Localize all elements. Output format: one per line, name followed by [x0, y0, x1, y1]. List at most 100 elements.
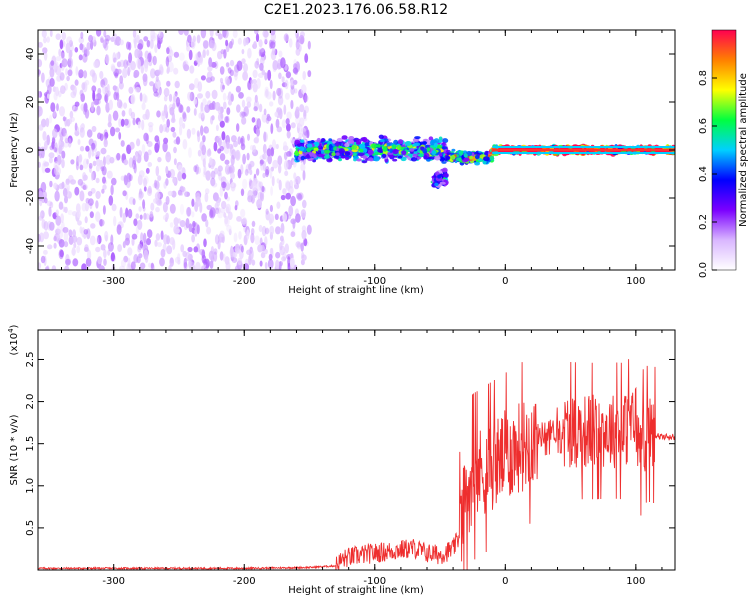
heatmap-cell	[283, 160, 289, 171]
heatmap-cell	[254, 60, 260, 69]
heatmap-cell	[299, 139, 305, 143]
heatmap-cell	[87, 249, 92, 261]
heatmap-cell	[186, 44, 190, 52]
heatmap-cell	[434, 155, 441, 161]
heatmap-cell	[213, 248, 218, 255]
heatmap-cell	[252, 82, 258, 93]
heatmap-cell	[166, 118, 170, 128]
heatmap-cell	[68, 43, 74, 52]
heatmap-cell	[83, 174, 88, 181]
heatmap-cell	[271, 47, 276, 56]
heatmap-cell	[276, 201, 281, 209]
heatmap-cell	[41, 148, 45, 159]
heatmap-cells	[38, 30, 675, 270]
heatmap-cell	[300, 209, 307, 219]
heatmap-cell	[166, 80, 171, 87]
heatmap-cell	[140, 65, 144, 74]
heatmap-cell	[260, 244, 265, 253]
heatmap-cell	[277, 155, 283, 166]
heatmap-cell	[105, 154, 112, 165]
heatmap-cell	[95, 165, 100, 172]
heatmap-cell	[278, 261, 282, 270]
heatmap-cell	[217, 135, 222, 142]
heatmap-cell	[116, 99, 123, 109]
heatmap-cell	[184, 190, 187, 198]
heatmap-cell	[246, 96, 252, 103]
heatmap-cell	[104, 34, 111, 42]
heatmap-cell	[225, 39, 229, 47]
heatmap-cell	[55, 86, 59, 97]
heatmap-cell	[142, 73, 148, 82]
heatmap-cell	[202, 135, 206, 143]
heatmap-cell	[174, 80, 180, 89]
heatmap-cell	[300, 155, 305, 161]
heatmap-cell	[307, 70, 312, 78]
heatmap-cell	[197, 131, 201, 143]
heatmap-cell	[95, 158, 101, 167]
heatmap-cell	[89, 211, 94, 219]
heatmap-cell	[90, 223, 96, 229]
heatmap-cell	[165, 151, 172, 163]
heatmap-cell	[194, 228, 198, 237]
heatmap-cell	[43, 221, 49, 231]
heatmap-cell	[260, 252, 266, 259]
heatmap-cell	[56, 103, 59, 112]
heatmap-cell	[234, 205, 238, 211]
heatmap-cell	[205, 90, 211, 99]
heatmap-cell	[280, 57, 286, 69]
heatmap-cell	[463, 157, 470, 162]
heatmap-cell	[208, 57, 213, 68]
heatmap-cell	[293, 172, 297, 180]
heatmap-cell	[135, 86, 141, 93]
heatmap-cell	[136, 138, 141, 147]
heatmap-cell	[445, 155, 451, 161]
heatmap-cell	[377, 147, 383, 153]
heatmap-cell	[49, 67, 55, 78]
colorbar-ticks: 0.0 0.2 0.4 0.6 0.8	[698, 70, 717, 278]
heatmap-cell	[81, 202, 87, 212]
heatmap-cell	[83, 70, 88, 79]
heatmap-cell	[156, 110, 161, 118]
heatmap-cell	[143, 151, 149, 162]
heatmap-cell	[42, 47, 48, 54]
heatmap-cell	[64, 195, 68, 204]
heatmap-cell	[96, 105, 101, 116]
heatmap-cell	[382, 146, 388, 152]
heatmap-cell	[127, 208, 133, 219]
heatmap-cell	[172, 131, 177, 138]
heatmap-cell	[303, 238, 308, 247]
heatmap-cell	[267, 69, 272, 81]
heatmap-cell	[55, 215, 62, 226]
heatmap-cell	[237, 136, 242, 145]
heatmap-cell	[295, 241, 302, 248]
x-tick-label: -200	[233, 576, 256, 587]
heatmap-cell	[202, 98, 207, 106]
heatmap-cell	[76, 245, 81, 254]
heatmap-cell	[175, 96, 181, 107]
heatmap-cell	[68, 118, 72, 125]
heatmap-cell	[236, 216, 242, 222]
snr-x-label: Height of straight line (km)	[288, 585, 424, 596]
heatmap-cell	[107, 249, 111, 256]
heatmap-cell	[167, 190, 173, 196]
heatmap-cell	[214, 167, 219, 175]
heatmap-cell	[275, 259, 280, 269]
heatmap-cell	[137, 43, 143, 50]
heatmap-cell	[286, 130, 291, 139]
heatmap-cell	[222, 92, 227, 101]
heatmap-cell	[197, 51, 201, 58]
heatmap-cell	[219, 153, 226, 162]
heatmap-cell	[102, 205, 106, 215]
heatmap-cell	[130, 261, 136, 270]
heatmap-cell	[246, 229, 250, 240]
heatmap-cell	[132, 155, 137, 165]
heatmap-cell	[209, 39, 215, 49]
heatmap-cell	[296, 143, 302, 147]
heatmap-cell	[109, 156, 115, 164]
heatmap-cell	[228, 228, 232, 236]
heatmap-cell	[437, 174, 442, 179]
snr-line	[38, 359, 675, 570]
heatmap-cell	[274, 111, 279, 118]
heatmap-cell	[324, 149, 331, 154]
